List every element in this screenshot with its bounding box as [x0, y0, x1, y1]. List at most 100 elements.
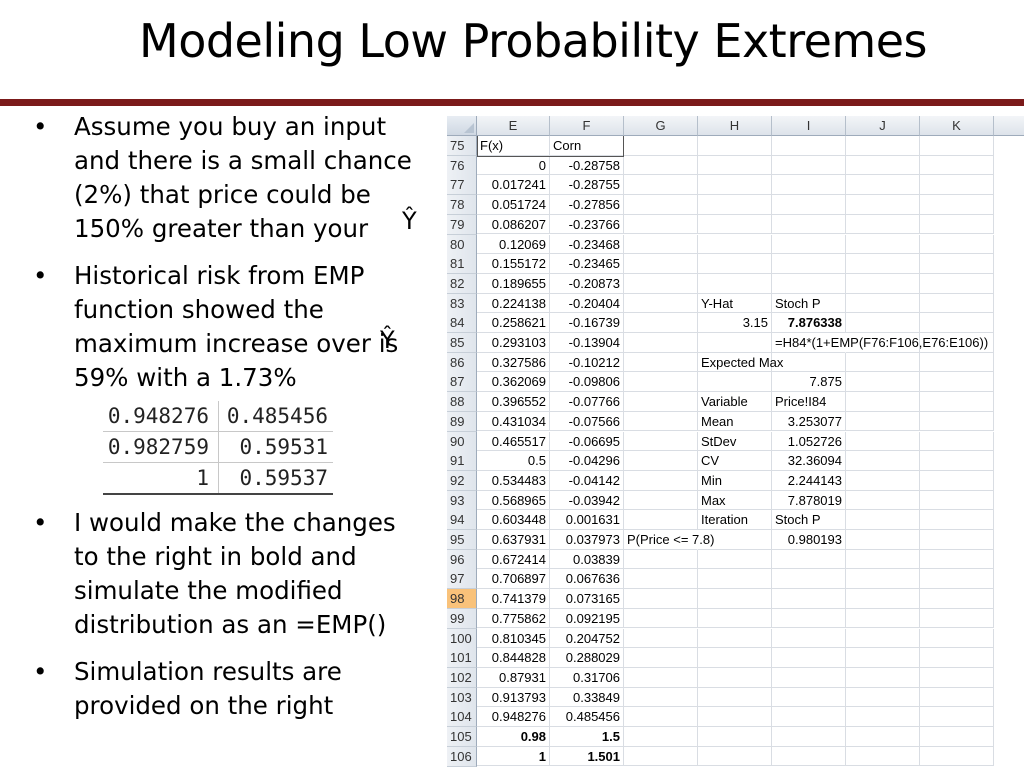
row-header[interactable]: 98 — [447, 589, 477, 610]
cell-i98[interactable] — [772, 589, 846, 609]
cell-j77[interactable] — [846, 175, 920, 196]
cell-f88[interactable]: -0.07766 — [550, 392, 624, 412]
cell-k84[interactable] — [920, 313, 994, 333]
cell-f83[interactable]: -0.20404 — [550, 293, 624, 314]
cell-h99[interactable] — [698, 608, 772, 629]
cell-k94[interactable] — [920, 510, 994, 530]
cell-j76[interactable] — [846, 155, 920, 176]
row-header[interactable]: 102 — [447, 667, 477, 688]
cell-j82[interactable] — [846, 273, 920, 294]
cell-h88[interactable]: Variable — [698, 392, 772, 412]
cell-k101[interactable] — [920, 648, 994, 668]
cell-h98[interactable] — [698, 589, 772, 609]
cell-h94[interactable]: Iteration — [698, 510, 772, 530]
cell-i94[interactable]: Stoch P — [772, 510, 846, 530]
cell-j86[interactable] — [846, 352, 920, 373]
cell-i93[interactable]: 7.878019 — [772, 490, 846, 511]
cell-f79[interactable]: -0.23766 — [550, 214, 624, 235]
cell-g87[interactable] — [624, 372, 698, 393]
cell-h105[interactable] — [698, 727, 772, 747]
cell-i101[interactable] — [772, 648, 846, 668]
row-header[interactable]: 82 — [447, 273, 477, 294]
cell-f97[interactable]: 0.067636 — [550, 569, 624, 590]
cell-g77[interactable] — [624, 175, 698, 196]
cell-g105[interactable] — [624, 727, 698, 747]
cell-k97[interactable] — [920, 569, 994, 590]
row-header[interactable]: 95 — [447, 530, 477, 550]
cell-e101[interactable]: 0.844828 — [477, 648, 550, 668]
column-header-e[interactable]: E — [477, 116, 550, 136]
cell-j85[interactable] — [846, 333, 920, 353]
cell-k79[interactable] — [920, 214, 994, 235]
cell-e76[interactable]: 0 — [477, 155, 550, 176]
cell-f103[interactable]: 0.33849 — [550, 687, 624, 708]
cell-j98[interactable] — [846, 589, 920, 609]
cell-e96[interactable]: 0.672414 — [477, 549, 550, 570]
cell-g101[interactable] — [624, 648, 698, 668]
cell-k92[interactable] — [920, 470, 994, 491]
cell-e102[interactable]: 0.87931 — [477, 667, 550, 688]
cell-e81[interactable]: 0.155172 — [477, 254, 550, 274]
cell-h89[interactable]: Mean — [698, 411, 772, 432]
cell-j95[interactable] — [846, 530, 920, 550]
cell-j97[interactable] — [846, 569, 920, 590]
cell-j104[interactable] — [846, 707, 920, 727]
cell-e90[interactable]: 0.465517 — [477, 431, 550, 452]
cell-h92[interactable]: Min — [698, 470, 772, 491]
row-header[interactable]: 92 — [447, 470, 477, 491]
cell-i76[interactable] — [772, 155, 846, 176]
cell-g82[interactable] — [624, 273, 698, 294]
cell-i97[interactable] — [772, 569, 846, 590]
cell-f82[interactable]: -0.20873 — [550, 273, 624, 294]
cell-k83[interactable] — [920, 293, 994, 314]
cell-h90[interactable]: StDev — [698, 431, 772, 452]
row-header[interactable]: 85 — [447, 333, 477, 353]
column-header-g[interactable]: G — [624, 116, 698, 136]
cell-i78[interactable] — [772, 195, 846, 215]
cell-j92[interactable] — [846, 470, 920, 491]
cell-f87[interactable]: -0.09806 — [550, 372, 624, 393]
cell-e87[interactable]: 0.362069 — [477, 372, 550, 393]
cell-e92[interactable]: 0.534483 — [477, 470, 550, 491]
cell-g78[interactable] — [624, 195, 698, 215]
cell-h100[interactable] — [698, 628, 772, 649]
cell-h102[interactable] — [698, 667, 772, 688]
cell-h82[interactable] — [698, 273, 772, 294]
row-header[interactable]: 75 — [447, 136, 477, 156]
cell-g96[interactable] — [624, 549, 698, 570]
row-header[interactable]: 93 — [447, 490, 477, 511]
cell-e104[interactable]: 0.948276 — [477, 707, 550, 727]
cell-f105[interactable]: 1.5 — [550, 727, 624, 747]
cell-i105[interactable] — [772, 727, 846, 747]
cell-e95[interactable]: 0.637931 — [477, 530, 550, 550]
cell-k102[interactable] — [920, 667, 994, 688]
row-header[interactable]: 91 — [447, 451, 477, 472]
cell-h95[interactable] — [698, 530, 772, 550]
cell-e106[interactable]: 1 — [477, 746, 550, 767]
row-header[interactable]: 87 — [447, 372, 477, 393]
column-header-j[interactable]: J — [846, 116, 920, 136]
cell-j81[interactable] — [846, 254, 920, 274]
cell-f92[interactable]: -0.04142 — [550, 470, 624, 491]
cell-e105[interactable]: 0.98 — [477, 727, 550, 747]
cell-j103[interactable] — [846, 687, 920, 708]
cell-k81[interactable] — [920, 254, 994, 274]
cell-i85[interactable]: =H84*(1+EMP(F76:F106,E76:E106)) — [772, 333, 988, 353]
cell-j102[interactable] — [846, 667, 920, 688]
cell-f106[interactable]: 1.501 — [550, 746, 624, 767]
cell-f90[interactable]: -0.06695 — [550, 431, 624, 452]
cell-f95[interactable]: 0.037973 — [550, 530, 624, 550]
row-header[interactable]: 96 — [447, 549, 477, 570]
row-header[interactable]: 90 — [447, 431, 477, 452]
cell-i89[interactable]: 3.253077 — [772, 411, 846, 432]
cell-g84[interactable] — [624, 313, 698, 333]
cell-i99[interactable] — [772, 608, 846, 629]
cell-e75[interactable]: F(x) — [477, 136, 550, 156]
row-header[interactable]: 97 — [447, 569, 477, 590]
cell-k77[interactable] — [920, 175, 994, 196]
cell-h87[interactable] — [698, 372, 772, 393]
cell-k88[interactable] — [920, 392, 994, 412]
cell-i88[interactable]: Price!I84 — [772, 392, 846, 412]
row-header[interactable]: 80 — [447, 234, 477, 255]
cell-k100[interactable] — [920, 628, 994, 649]
